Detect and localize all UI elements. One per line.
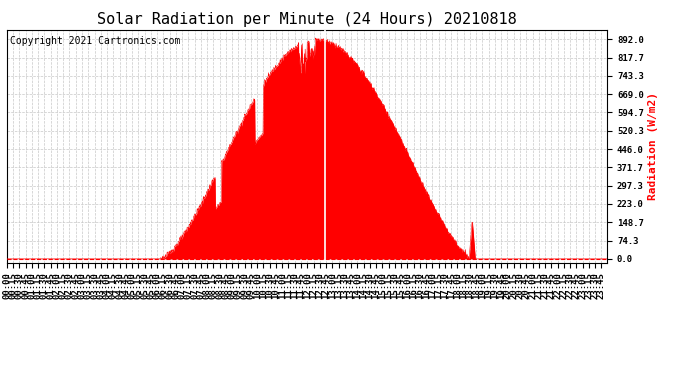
Text: Copyright 2021 Cartronics.com: Copyright 2021 Cartronics.com [10, 36, 180, 46]
Y-axis label: Radiation (W/m2): Radiation (W/m2) [648, 92, 658, 200]
Title: Solar Radiation per Minute (24 Hours) 20210818: Solar Radiation per Minute (24 Hours) 20… [97, 12, 517, 27]
